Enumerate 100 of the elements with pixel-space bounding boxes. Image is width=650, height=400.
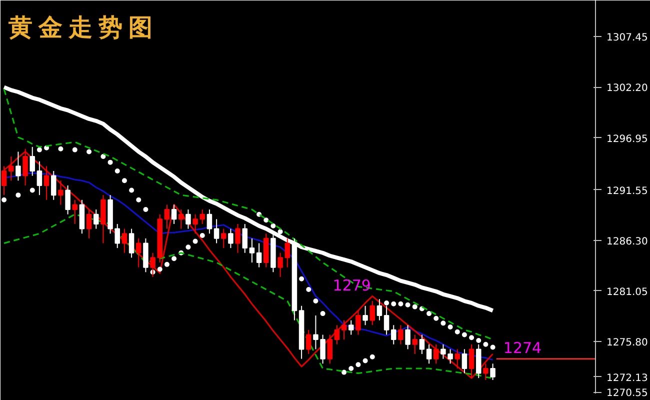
- y-tick-label: 1302.20: [606, 83, 648, 94]
- candlestick: [58, 180, 64, 206]
- candlestick: [306, 329, 312, 355]
- candlestick: [376, 298, 382, 321]
- candlestick: [128, 228, 134, 258]
- candlestick: [164, 204, 170, 230]
- point: [278, 229, 283, 234]
- candlestick: [434, 344, 439, 364]
- annotation: 1279: [332, 276, 371, 294]
- candlestick: [405, 324, 410, 350]
- candlestick: [419, 334, 425, 355]
- point: [370, 354, 375, 360]
- point: [72, 147, 78, 152]
- point: [86, 149, 92, 154]
- point: [164, 262, 170, 267]
- line-series: [3, 214, 494, 379]
- candlestick: [468, 344, 474, 379]
- candlestick: [44, 166, 50, 200]
- candlestick: [228, 228, 234, 249]
- candlestick: [114, 223, 120, 249]
- candlestick: [235, 223, 240, 254]
- point: [264, 218, 269, 223]
- candlestick: [356, 310, 361, 336]
- candlestick: [454, 348, 460, 369]
- point: [44, 145, 50, 150]
- candlestick: [362, 305, 368, 326]
- candlestick: [249, 238, 255, 263]
- candlestick: [16, 151, 21, 182]
- candlestick: [22, 148, 28, 186]
- candlestick: [462, 348, 468, 374]
- candlestick: [256, 242, 262, 268]
- candlestick: [8, 156, 14, 182]
- y-tick-label: 1291.55: [606, 186, 648, 197]
- candlestick: [200, 209, 205, 224]
- candlestick: [490, 363, 496, 381]
- candlestick: [327, 334, 332, 364]
- candlestick: [171, 204, 177, 224]
- point: [320, 311, 326, 316]
- candlestick: [122, 228, 128, 254]
- candlestick: [65, 184, 70, 215]
- point: [490, 344, 496, 350]
- candlestick: [398, 324, 404, 345]
- point: [136, 197, 142, 202]
- point: [384, 300, 390, 306]
- point: [30, 188, 35, 193]
- candlestick: [186, 209, 191, 230]
- candlestick: [36, 160, 42, 196]
- point: [313, 298, 318, 304]
- point: [122, 178, 127, 184]
- point: [454, 329, 460, 334]
- candlestick: [94, 209, 99, 230]
- candlestick: [242, 223, 248, 254]
- candlestick: [221, 228, 226, 249]
- y-tick-label: 1307.45: [606, 32, 648, 44]
- point: [192, 238, 198, 244]
- point: [172, 256, 177, 262]
- point: [143, 207, 148, 212]
- candlestick: [284, 238, 290, 268]
- point: [2, 197, 7, 202]
- candlestick: [448, 348, 453, 364]
- point: [483, 342, 488, 347]
- candlestick: [1, 166, 7, 196]
- candlestick: [214, 218, 220, 244]
- candlestick: [30, 146, 35, 176]
- candlestick: [348, 320, 354, 336]
- point: [36, 147, 42, 152]
- y-tick-label: 1275.80: [606, 337, 648, 348]
- candlestick: [426, 344, 432, 364]
- point: [469, 335, 474, 340]
- candlestick: [440, 344, 446, 360]
- candlestick: [278, 252, 283, 278]
- candlestick: [341, 320, 347, 340]
- point: [100, 154, 106, 160]
- point: [16, 192, 21, 198]
- point: [108, 160, 113, 165]
- point: [462, 332, 467, 338]
- y-tick-label: 1281.05: [606, 286, 648, 298]
- point: [58, 146, 64, 152]
- point: [157, 266, 162, 272]
- point: [398, 301, 404, 306]
- y-tick-label: 1272.13: [606, 372, 648, 384]
- candlestick: [412, 334, 418, 355]
- point: [306, 286, 312, 292]
- candlestick: [483, 363, 488, 381]
- candlestick: [206, 209, 212, 234]
- point: [348, 366, 354, 371]
- candlestick: [391, 324, 396, 345]
- candlestick: [136, 238, 142, 268]
- candlestick: [192, 214, 198, 234]
- point: [200, 233, 205, 238]
- point: [476, 338, 482, 344]
- candlestick: [86, 209, 92, 239]
- candlestick: [51, 170, 56, 200]
- candlestick: [313, 314, 318, 350]
- ref-line-label: 1274: [503, 339, 542, 358]
- candlestick: [334, 324, 340, 345]
- y-tick-label: 1286.30: [606, 236, 648, 248]
- text: 黄 金 走 势 图: [8, 14, 152, 42]
- point: [426, 311, 432, 316]
- candlestick: [320, 334, 326, 364]
